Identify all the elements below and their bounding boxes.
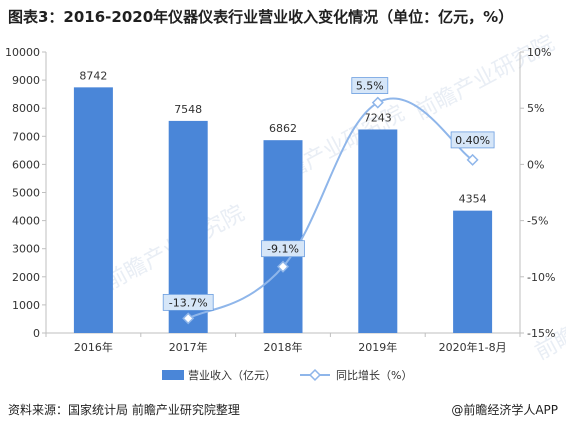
growth-label-box	[351, 77, 389, 94]
source-note: 资料来源：国家统计局 前瞻产业研究院整理	[8, 403, 240, 417]
y-right-tick-label: -10%	[527, 271, 555, 284]
y-left-tick-label: 6000	[12, 158, 40, 171]
y-right-tick-label: 0%	[527, 158, 544, 171]
legend-line-marker	[308, 368, 322, 382]
growth-line	[182, 96, 479, 325]
bar	[358, 129, 398, 333]
growth-point	[182, 312, 195, 325]
bar-value-label: 8742	[79, 69, 107, 82]
legend-line-label: 同比增长（%）	[336, 368, 412, 382]
chart-title: 图表3：2016-2020年仪器仪表行业营业收入变化情况（单位：亿元，%）	[8, 8, 514, 26]
legend-bar-label: 营业收入（亿元）	[188, 368, 276, 382]
y-left-tick-label: 1000	[12, 299, 40, 312]
bar-value-label: 7243	[364, 111, 392, 124]
x-tick-label: 2017年	[169, 340, 208, 354]
y-left-tick-label: 7000	[12, 130, 40, 143]
growth-label-box	[450, 131, 495, 149]
y-left-tick-label: 9000	[12, 74, 40, 87]
growth-point	[276, 260, 290, 273]
y-left-tick-label: 3000	[12, 243, 40, 256]
x-tick-label: 2018年	[264, 340, 303, 354]
y-right-tick-label: -15%	[527, 327, 555, 340]
y-right-tick-label: 10%	[527, 46, 551, 59]
x-tick-label: 2019年	[358, 340, 397, 354]
x-axis-labels: 2016年 2017年 2018年 2019年 2020年1-8月	[74, 340, 507, 354]
growth-point	[466, 153, 479, 166]
growth-value-label: 5.5%	[356, 80, 384, 93]
axes: 0 1000 2000 3000 4000 5000 6000 7000 8000 9000 100…	[5, 46, 555, 340]
bar	[73, 87, 113, 334]
y-right-tick-label: 5%	[527, 102, 544, 115]
bar	[453, 210, 493, 333]
bar	[263, 140, 303, 333]
x-tick-label: 2016年	[74, 340, 113, 354]
y-left-tick-label: 0	[33, 327, 40, 340]
growth-value-label: -9.1%	[267, 243, 299, 256]
brand-credit: @前瞻经济学人APP	[451, 403, 558, 417]
legend: 营业收入（亿元） 同比增长（%）	[162, 368, 412, 382]
x-tick-label: 2020年1-8月	[439, 340, 507, 354]
legend-bar-swatch	[162, 370, 184, 380]
y-right-tick-label: -5%	[527, 215, 548, 228]
bar-value-label: 4354	[459, 193, 487, 206]
y-left-tick-label: 5000	[12, 187, 40, 200]
y-left-tick-label: 10000	[5, 46, 40, 59]
bar-value-label: 7548	[174, 103, 202, 116]
growth-line-path	[187, 97, 474, 320]
growth-label-box	[261, 240, 305, 258]
y-left-tick-label: 4000	[12, 215, 40, 228]
growth-value-label: -13.7%	[169, 296, 208, 309]
growth-value-label: 0.40%	[455, 134, 490, 147]
bar-labels: 8742 7548 6862 7243 4354	[79, 69, 486, 205]
y-left-tick-label: 8000	[12, 102, 40, 115]
growth-point	[371, 96, 384, 109]
line-labels: -13.7% -9.1% 5.5% 0.40%	[162, 77, 495, 311]
watermark-text: 前瞻产业研究院	[531, 271, 566, 365]
growth-label-box	[162, 293, 214, 311]
y-left-tick-label: 2000	[12, 271, 40, 284]
bar-value-label: 6862	[269, 122, 297, 135]
